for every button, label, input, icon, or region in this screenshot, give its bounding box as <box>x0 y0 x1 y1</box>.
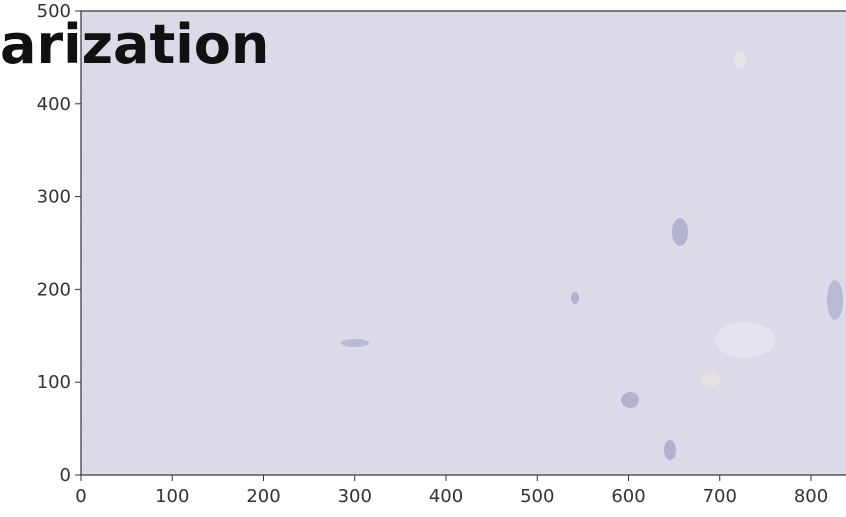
x-tick-label: 100 <box>155 486 189 507</box>
y-tick-label: 300 <box>37 187 71 208</box>
y-tick-label: 100 <box>37 372 71 393</box>
x-tick-label: 200 <box>246 486 280 507</box>
x-tick-label: 700 <box>703 486 737 507</box>
x-tick-label: 300 <box>338 486 372 507</box>
y-tick-label: 0 <box>60 465 71 486</box>
x-tick-label: 800 <box>794 486 828 507</box>
x-tick-label: 500 <box>520 486 554 507</box>
image-area <box>81 11 846 475</box>
x-tick-label: 400 <box>429 486 463 507</box>
y-tick-label: 400 <box>37 94 71 115</box>
y-tick-label: 200 <box>37 279 71 300</box>
image-noise <box>81 11 846 475</box>
chart-title: arization <box>0 13 269 76</box>
x-tick-label: 600 <box>611 486 645 507</box>
x-tick-label: 0 <box>75 486 86 507</box>
chart: 0100200300400500600700800010020030040050… <box>0 0 846 517</box>
